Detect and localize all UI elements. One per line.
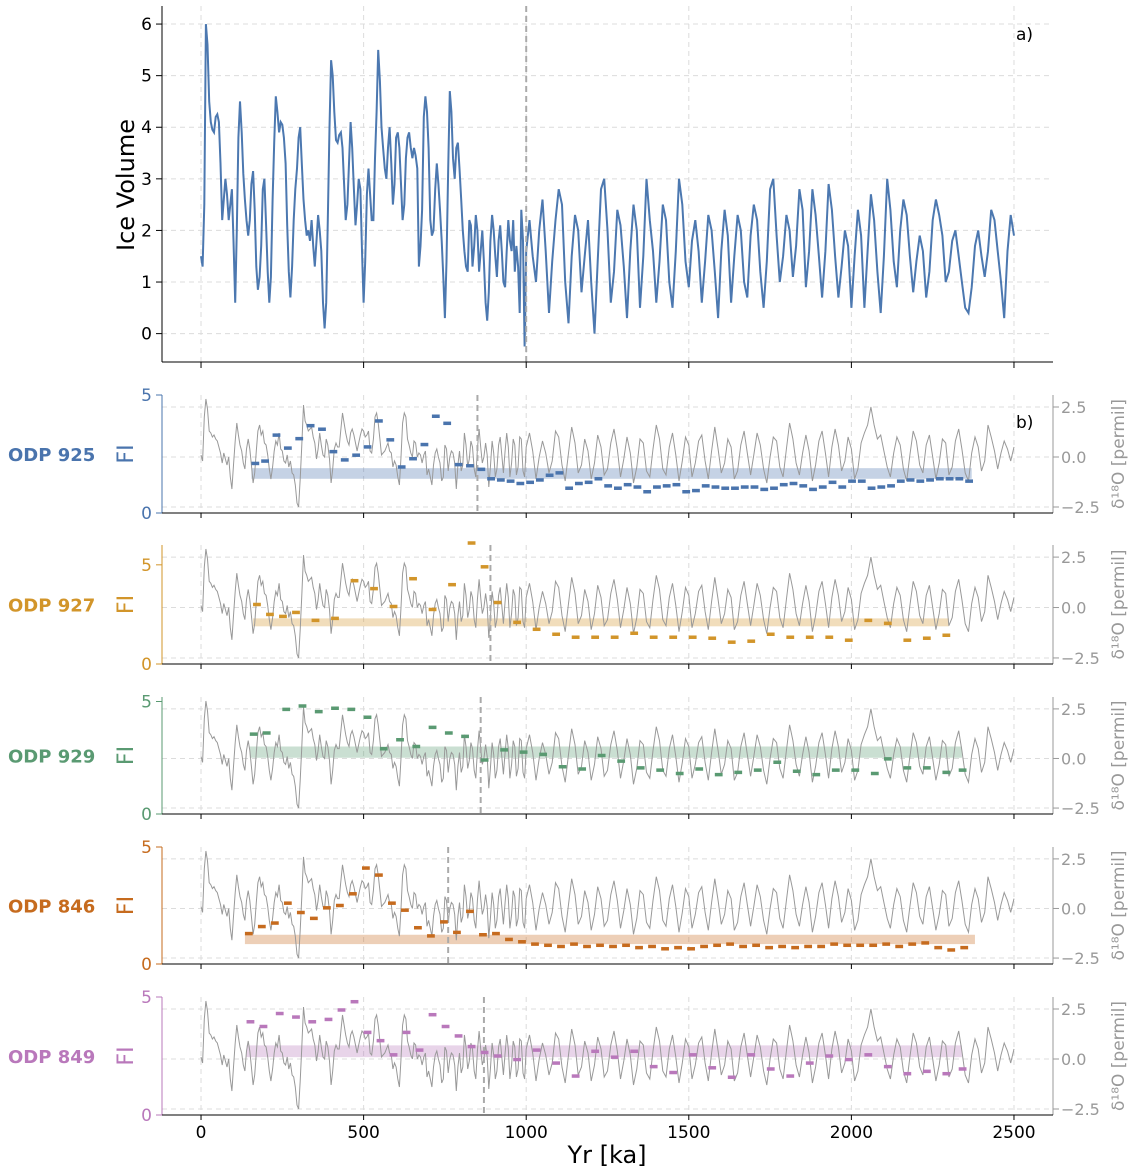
x-tick-label-1: 500 bbox=[347, 1123, 379, 1143]
d18o-y-tick-label: 0.0 bbox=[1061, 1050, 1086, 1069]
panel-a-y-tick-label-1: 1 bbox=[141, 273, 152, 293]
x-tick-label-4: 2000 bbox=[830, 1123, 873, 1143]
d18o-y-tick-label: 2.5 bbox=[1061, 700, 1086, 719]
fi-y-tick-label: 0 bbox=[141, 1106, 152, 1126]
d18o-axis-label: δ¹⁸O [permil] bbox=[1109, 399, 1129, 509]
fi-y-tick-label: 0 bbox=[141, 655, 152, 675]
fi-axis-label: FI bbox=[114, 1046, 139, 1065]
d18o-y-tick-label: −2.5 bbox=[1061, 1100, 1100, 1119]
fi-panel-5: 0 5 2.5 0.0 −2.5 FI δ¹⁸O [permil] ODP 849 bbox=[8, 988, 1129, 1126]
fi-y-tick-label: 0 bbox=[141, 504, 152, 524]
d18o-axis-label: δ¹⁸O [permil] bbox=[1109, 549, 1129, 659]
d18o-y-tick-label: 2.5 bbox=[1061, 1000, 1086, 1019]
d18o-y-tick-label: 2.5 bbox=[1061, 398, 1086, 417]
fi-axis-label: FI bbox=[114, 746, 139, 765]
fi-axis-label: FI bbox=[114, 444, 139, 463]
fi-band bbox=[251, 468, 972, 479]
site-label: ODP 849 bbox=[8, 1047, 95, 1068]
panel-b-letter: b) bbox=[1016, 413, 1033, 433]
fi-panel-1: 0 5 2.5 0.0 −2.5 FI δ¹⁸O [permil] ODP 925 bbox=[8, 386, 1129, 524]
x-tick-label-0: 0 bbox=[196, 1123, 207, 1143]
panel-a-y-label: Ice Volume bbox=[112, 119, 140, 251]
site-label: ODP 929 bbox=[8, 747, 95, 768]
fi-panel-3: 0 5 2.5 0.0 −2.5 FI δ¹⁸O [permil] ODP 929 bbox=[8, 693, 1129, 826]
x-axis: 0 500 1000 1500 2000 2500 bbox=[196, 1123, 1036, 1143]
site-label: ODP 925 bbox=[8, 445, 95, 466]
fi-panel-4: 0 5 2.5 0.0 −2.5 FI δ¹⁸O [permil] ODP 846 bbox=[8, 838, 1129, 975]
fi-axis-label: FI bbox=[114, 896, 139, 915]
d18o-y-tick-label: 0.0 bbox=[1061, 899, 1086, 918]
x-tick-label-3: 1500 bbox=[667, 1123, 710, 1143]
fi-y-tick-label: 5 bbox=[141, 988, 152, 1008]
fi-band bbox=[249, 746, 962, 758]
fi-y-tick-label: 5 bbox=[141, 838, 152, 858]
d18o-y-tick-label: −2.5 bbox=[1061, 949, 1100, 968]
fi-y-tick-label: 0 bbox=[141, 805, 152, 825]
panel-a-axes bbox=[161, 6, 1053, 368]
site-label: ODP 846 bbox=[8, 897, 95, 918]
d18o-y-tick-label: −2.5 bbox=[1061, 799, 1100, 818]
ice-volume-line bbox=[200, 24, 1015, 347]
panel-a-y-tick-label-4: 4 bbox=[141, 118, 152, 138]
fi-band bbox=[246, 1045, 962, 1058]
site-label: ODP 927 bbox=[8, 596, 95, 617]
d18o-line bbox=[200, 700, 1015, 809]
panel-a-y-tick-label-2: 2 bbox=[141, 221, 152, 241]
fi-y-tick-label: 5 bbox=[141, 693, 152, 713]
d18o-y-tick-label: 2.5 bbox=[1061, 548, 1086, 567]
d18o-line bbox=[200, 1000, 1015, 1110]
d18o-y-tick-label: 0.0 bbox=[1061, 448, 1086, 467]
d18o-line bbox=[200, 398, 1015, 508]
panel-a-y-ticks: 0 1 2 3 4 5 6 bbox=[141, 15, 162, 345]
x-axis-label: Yr [ka] bbox=[566, 1141, 646, 1169]
panel-a-y-tick-label-0: 0 bbox=[141, 325, 152, 345]
d18o-line bbox=[200, 548, 1015, 659]
panel-a: 0 1 2 3 4 5 6 Ice Volume a) bbox=[112, 6, 1053, 368]
d18o-y-tick-label: −2.5 bbox=[1061, 649, 1100, 668]
d18o-y-tick-label: −2.5 bbox=[1061, 498, 1100, 517]
d18o-axis-label: δ¹⁸O [permil] bbox=[1109, 700, 1129, 810]
panel-a-y-tick-label-5: 5 bbox=[141, 67, 152, 87]
x-tick-label-2: 1000 bbox=[505, 1123, 548, 1143]
d18o-y-tick-label: 2.5 bbox=[1061, 850, 1086, 869]
fi-band bbox=[244, 934, 975, 945]
fi-y-tick-label: 5 bbox=[141, 386, 152, 406]
panel-a-letter: a) bbox=[1016, 25, 1033, 45]
x-tick-label-5: 2500 bbox=[992, 1123, 1035, 1143]
fi-y-tick-label: 5 bbox=[141, 556, 152, 576]
panel-a-y-tick-label-6: 6 bbox=[141, 15, 152, 35]
fi-y-tick-label: 0 bbox=[141, 955, 152, 975]
d18o-y-tick-label: 0.0 bbox=[1061, 599, 1086, 618]
fi-band bbox=[253, 618, 949, 627]
panel-a-y-tick-label-3: 3 bbox=[141, 170, 152, 190]
d18o-axis-label: δ¹⁸O [permil] bbox=[1109, 850, 1129, 960]
d18o-y-tick-label: 0.0 bbox=[1061, 749, 1086, 768]
d18o-axis-label: δ¹⁸O [permil] bbox=[1109, 1001, 1129, 1111]
d18o-line bbox=[200, 850, 1015, 959]
fi-panel-2: 0 5 2.5 0.0 −2.5 FI δ¹⁸O [permil] ODP 927 bbox=[8, 541, 1129, 675]
fi-axis-label: FI bbox=[114, 595, 139, 614]
